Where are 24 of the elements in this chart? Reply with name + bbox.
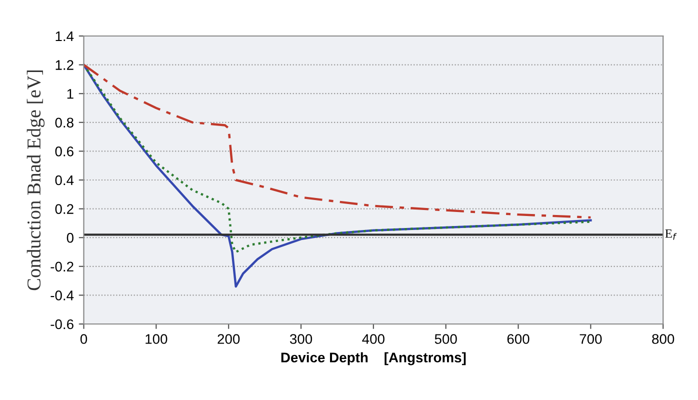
y-tick-label: -0.6 (50, 319, 74, 330)
x-tick-label: 700 (580, 334, 602, 344)
x-tick-label: 100 (146, 334, 168, 344)
y-axis-title: Conduction Bnad Edge [eV] (26, 70, 45, 290)
x-tick-label: 300 (290, 334, 312, 344)
y-tick-label: 1 (67, 89, 74, 99)
y-tick-label: 0 (66, 232, 74, 243)
y-tick-label: 1.4 (56, 31, 74, 42)
x-tick-label: 400 (362, 334, 384, 344)
y-tick-label: 0.2 (55, 204, 74, 214)
x-tick-label: 600 (507, 334, 530, 344)
y-tick-label: 0.8 (55, 118, 74, 128)
y-tick-label: 0.4 (55, 175, 74, 186)
x-tick-label: 500 (434, 334, 457, 344)
y-tick-label: 1.2 (56, 60, 74, 70)
y-tick-label: -0.2 (50, 262, 74, 272)
y-tick-label: -0.4 (50, 290, 74, 300)
ref-line-label: E$_{f}$ (665, 229, 677, 240)
x-tick-label: 200 (218, 334, 240, 344)
x-axis-title: Device Depth [Angstroms] (281, 352, 466, 366)
x-tick-label: 800 (652, 334, 674, 344)
y-tick-label: 0.6 (55, 146, 74, 156)
x-tick-label: 0 (80, 334, 88, 344)
line-series (84, 64, 592, 219)
